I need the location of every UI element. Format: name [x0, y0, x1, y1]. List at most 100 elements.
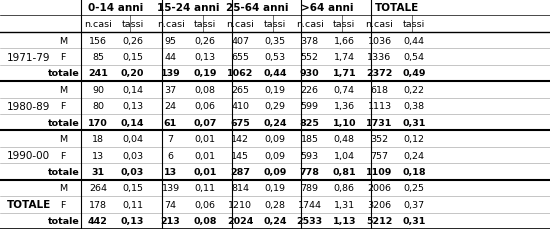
Text: 13: 13 — [164, 167, 177, 176]
Text: 0,26: 0,26 — [195, 36, 216, 45]
Text: 2006: 2006 — [367, 184, 392, 193]
Text: M: M — [59, 85, 67, 94]
Text: 1109: 1109 — [366, 167, 393, 176]
Text: 0,19: 0,19 — [194, 69, 217, 78]
Text: 1731: 1731 — [366, 118, 393, 127]
Text: totale: totale — [47, 69, 79, 78]
Text: 0,81: 0,81 — [333, 167, 356, 176]
Text: 410: 410 — [232, 102, 249, 111]
Text: tassi: tassi — [194, 20, 216, 29]
Text: 0,74: 0,74 — [334, 85, 355, 94]
Text: tassi: tassi — [264, 20, 286, 29]
Text: 241: 241 — [88, 69, 108, 78]
Text: 1036: 1036 — [367, 36, 392, 45]
Text: 1,36: 1,36 — [334, 102, 355, 111]
Text: tassi: tassi — [333, 20, 355, 29]
Text: 0,13: 0,13 — [195, 53, 216, 62]
Text: 1,74: 1,74 — [334, 53, 355, 62]
Text: 0,19: 0,19 — [265, 184, 285, 193]
Text: 0,28: 0,28 — [265, 200, 285, 209]
Text: 0,09: 0,09 — [263, 167, 287, 176]
Text: 264: 264 — [89, 184, 107, 193]
Text: >64 anni: >64 anni — [301, 3, 353, 13]
Text: 2533: 2533 — [296, 216, 323, 225]
Text: 0,38: 0,38 — [404, 102, 425, 111]
Text: F: F — [60, 200, 66, 209]
Text: 0,25: 0,25 — [404, 184, 425, 193]
Text: tassi: tassi — [122, 20, 144, 29]
Text: 0,03: 0,03 — [121, 167, 144, 176]
Text: M: M — [59, 36, 67, 45]
Text: 1,66: 1,66 — [334, 36, 355, 45]
Text: 178: 178 — [89, 200, 107, 209]
Text: 0,22: 0,22 — [404, 85, 425, 94]
Text: 0,49: 0,49 — [403, 69, 426, 78]
Text: 618: 618 — [371, 85, 388, 94]
Text: 0,29: 0,29 — [265, 102, 285, 111]
Text: 85: 85 — [92, 53, 104, 62]
Text: 0,01: 0,01 — [195, 135, 216, 144]
Text: 6: 6 — [168, 151, 173, 160]
Text: 757: 757 — [371, 151, 388, 160]
Text: 213: 213 — [161, 216, 180, 225]
Text: 74: 74 — [164, 200, 177, 209]
Text: 0,06: 0,06 — [195, 102, 216, 111]
Text: 0,86: 0,86 — [334, 184, 355, 193]
Text: 0,18: 0,18 — [403, 167, 426, 176]
Text: 139: 139 — [161, 69, 180, 78]
Text: 18: 18 — [92, 135, 104, 144]
Text: 139: 139 — [162, 184, 179, 193]
Text: 61: 61 — [164, 118, 177, 127]
Text: n.casi: n.casi — [366, 20, 393, 29]
Text: n.casi: n.casi — [84, 20, 112, 29]
Text: 655: 655 — [232, 53, 249, 62]
Text: 0,24: 0,24 — [404, 151, 425, 160]
Text: 0,54: 0,54 — [404, 53, 425, 62]
Text: 265: 265 — [232, 85, 249, 94]
Text: totale: totale — [47, 167, 79, 176]
Text: 0,24: 0,24 — [263, 118, 287, 127]
Text: F: F — [60, 53, 66, 62]
Text: 599: 599 — [301, 102, 318, 111]
Text: 156: 156 — [89, 36, 107, 45]
Text: 0,31: 0,31 — [403, 118, 426, 127]
Text: 0,15: 0,15 — [122, 53, 143, 62]
Text: 1062: 1062 — [227, 69, 254, 78]
Text: 0,13: 0,13 — [121, 216, 144, 225]
Text: 80: 80 — [92, 102, 104, 111]
Text: 170: 170 — [88, 118, 108, 127]
Text: F: F — [60, 102, 66, 111]
Text: 0,11: 0,11 — [122, 200, 143, 209]
Text: 37: 37 — [164, 85, 177, 94]
Text: 0,15: 0,15 — [122, 184, 143, 193]
Text: 0,08: 0,08 — [194, 216, 217, 225]
Text: n.casi: n.casi — [227, 20, 254, 29]
Text: 2372: 2372 — [366, 69, 393, 78]
Text: 0,01: 0,01 — [194, 167, 217, 176]
Text: 185: 185 — [301, 135, 318, 144]
Text: 95: 95 — [164, 36, 177, 45]
Text: tassi: tassi — [403, 20, 425, 29]
Text: 145: 145 — [232, 151, 249, 160]
Text: n.casi: n.casi — [296, 20, 323, 29]
Text: 142: 142 — [232, 135, 249, 144]
Text: 287: 287 — [230, 167, 250, 176]
Text: 552: 552 — [301, 53, 318, 62]
Text: 1336: 1336 — [367, 53, 392, 62]
Text: 1,31: 1,31 — [334, 200, 355, 209]
Text: 0,09: 0,09 — [265, 135, 285, 144]
Text: 0,14: 0,14 — [122, 85, 143, 94]
Text: 0-14 anni: 0-14 anni — [87, 3, 143, 13]
Text: 90: 90 — [92, 85, 104, 94]
Text: 0,19: 0,19 — [265, 85, 285, 94]
Text: 593: 593 — [301, 151, 318, 160]
Text: totale: totale — [47, 216, 79, 225]
Text: 0,07: 0,07 — [194, 118, 217, 127]
Text: 0,04: 0,04 — [122, 135, 143, 144]
Text: 31: 31 — [91, 167, 104, 176]
Text: M: M — [59, 135, 67, 144]
Text: n.casi: n.casi — [157, 20, 184, 29]
Text: 814: 814 — [232, 184, 249, 193]
Text: 0,26: 0,26 — [122, 36, 143, 45]
Text: M: M — [59, 184, 67, 193]
